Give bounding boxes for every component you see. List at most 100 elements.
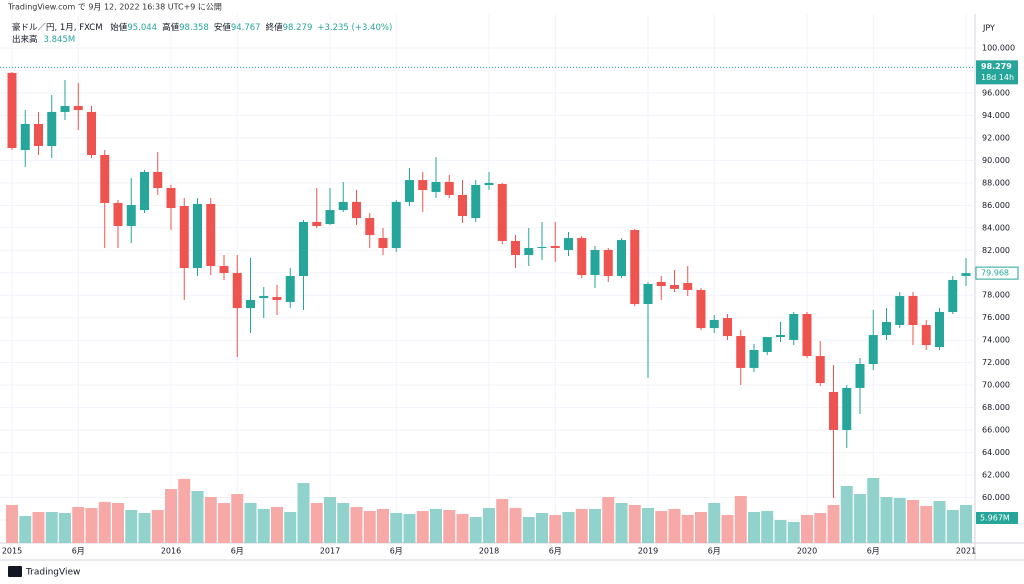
footer-logo bbox=[8, 566, 22, 577]
y-tick-label: 60.000 bbox=[982, 493, 1010, 502]
candle-body bbox=[299, 221, 308, 277]
candle-body bbox=[471, 184, 481, 219]
volume-bar bbox=[642, 508, 654, 543]
volume-header: 出来高 3.845M bbox=[12, 34, 75, 45]
candle-body bbox=[166, 188, 176, 209]
y-tick-label: 68.000 bbox=[982, 403, 1010, 412]
candle-body bbox=[206, 203, 216, 267]
volume-bar bbox=[827, 504, 840, 543]
y-tick-label: 66.000 bbox=[982, 426, 1010, 435]
footer: TradingView bbox=[25, 568, 80, 578]
candle-body bbox=[855, 364, 865, 388]
volume-bar bbox=[165, 488, 177, 543]
x-tick-label: 6月 bbox=[390, 547, 403, 556]
marks bbox=[0, 66, 975, 543]
volume-bar bbox=[72, 506, 85, 543]
candle-body bbox=[34, 123, 43, 146]
countdown: 18d 14h bbox=[981, 73, 1014, 82]
x-tick-label: 2018 bbox=[479, 547, 499, 556]
volume-bar bbox=[284, 511, 297, 543]
volume-bar bbox=[125, 509, 138, 543]
candle-body bbox=[842, 387, 852, 430]
candle-body bbox=[312, 221, 322, 227]
y-tick-label: 88.000 bbox=[982, 178, 1010, 187]
candle-body bbox=[723, 318, 732, 337]
volume-bar bbox=[867, 478, 880, 543]
candle-body bbox=[590, 249, 600, 276]
volume-bar bbox=[708, 502, 721, 543]
volume-bar bbox=[628, 504, 641, 543]
candle-body bbox=[948, 279, 958, 312]
x-tick-label: 2020 bbox=[797, 547, 817, 556]
volume-bar bbox=[854, 493, 866, 543]
volume-bar bbox=[814, 512, 827, 543]
volume-bar bbox=[191, 491, 204, 543]
volume-bar bbox=[85, 508, 98, 543]
volume-bar bbox=[589, 508, 601, 543]
candle-body bbox=[20, 123, 30, 151]
candle-body bbox=[577, 238, 587, 276]
y-tick-label: 72.000 bbox=[982, 358, 1010, 367]
volume-bar bbox=[880, 496, 893, 543]
candle-body bbox=[815, 356, 825, 384]
y-tick-label: 74.000 bbox=[982, 336, 1010, 345]
candle-body bbox=[126, 204, 136, 227]
candle-body bbox=[338, 201, 348, 211]
volume-bar bbox=[562, 511, 575, 543]
volume-bar bbox=[98, 501, 111, 543]
candle-body bbox=[219, 266, 229, 273]
y-tick-label: 92.000 bbox=[982, 133, 1010, 142]
candle-body bbox=[511, 240, 520, 256]
volume-bar bbox=[681, 514, 694, 543]
candle-body bbox=[418, 180, 428, 191]
volume-bar bbox=[536, 512, 548, 543]
candle-body bbox=[564, 238, 573, 250]
candle-body bbox=[153, 171, 163, 189]
volume-bar bbox=[204, 496, 217, 543]
volume-bar bbox=[509, 508, 522, 543]
volume-bar bbox=[960, 504, 972, 543]
ohlc-label: 終値 bbox=[266, 22, 284, 33]
volume-title: 出来高 bbox=[12, 34, 38, 45]
volume-bar bbox=[787, 521, 800, 543]
candle-body bbox=[670, 285, 679, 289]
y-tick-label: 76.000 bbox=[982, 313, 1010, 322]
volume-tag-label: 5.967M bbox=[980, 513, 1010, 522]
volume-bar bbox=[840, 485, 853, 543]
candle-body bbox=[789, 314, 799, 340]
volume-bar bbox=[602, 496, 615, 543]
x-tick-label: 2016 bbox=[161, 547, 181, 556]
ohlc-label: 始値 bbox=[110, 22, 128, 33]
volume-bar bbox=[151, 509, 164, 543]
volume-bar bbox=[668, 508, 681, 543]
volume-bar bbox=[32, 511, 45, 543]
volume-bar bbox=[483, 508, 495, 543]
candle-body bbox=[431, 181, 441, 192]
y-tick-label: 100.000 bbox=[982, 44, 1015, 53]
volume-bar bbox=[112, 502, 124, 543]
volume-bar bbox=[907, 499, 919, 543]
volume-bar bbox=[549, 514, 562, 543]
candle-body bbox=[259, 296, 269, 299]
grid bbox=[0, 14, 975, 543]
candle-body bbox=[7, 72, 17, 149]
volume-bar bbox=[522, 517, 535, 543]
candle-body bbox=[617, 240, 626, 277]
candle-body bbox=[100, 154, 110, 203]
candle-body bbox=[524, 248, 534, 256]
candle-body bbox=[802, 314, 812, 357]
candle-body bbox=[537, 247, 547, 249]
volume-bar bbox=[801, 514, 813, 543]
x-tick-label: 6月 bbox=[708, 547, 721, 556]
candle-body bbox=[656, 281, 666, 287]
y-tick-label: 70.000 bbox=[982, 381, 1010, 390]
candle-body bbox=[325, 210, 335, 224]
candle-body bbox=[776, 335, 785, 338]
volume-value: 3.845M bbox=[44, 35, 76, 45]
candle-body bbox=[484, 182, 494, 185]
symbol: 豪ドル／円, 1月, FXCM bbox=[12, 22, 103, 33]
volume-bar bbox=[363, 511, 376, 543]
candle-body bbox=[458, 194, 467, 217]
published-note: TradingView.com で 9月 12, 2022 16:38 UTC+… bbox=[7, 3, 222, 12]
